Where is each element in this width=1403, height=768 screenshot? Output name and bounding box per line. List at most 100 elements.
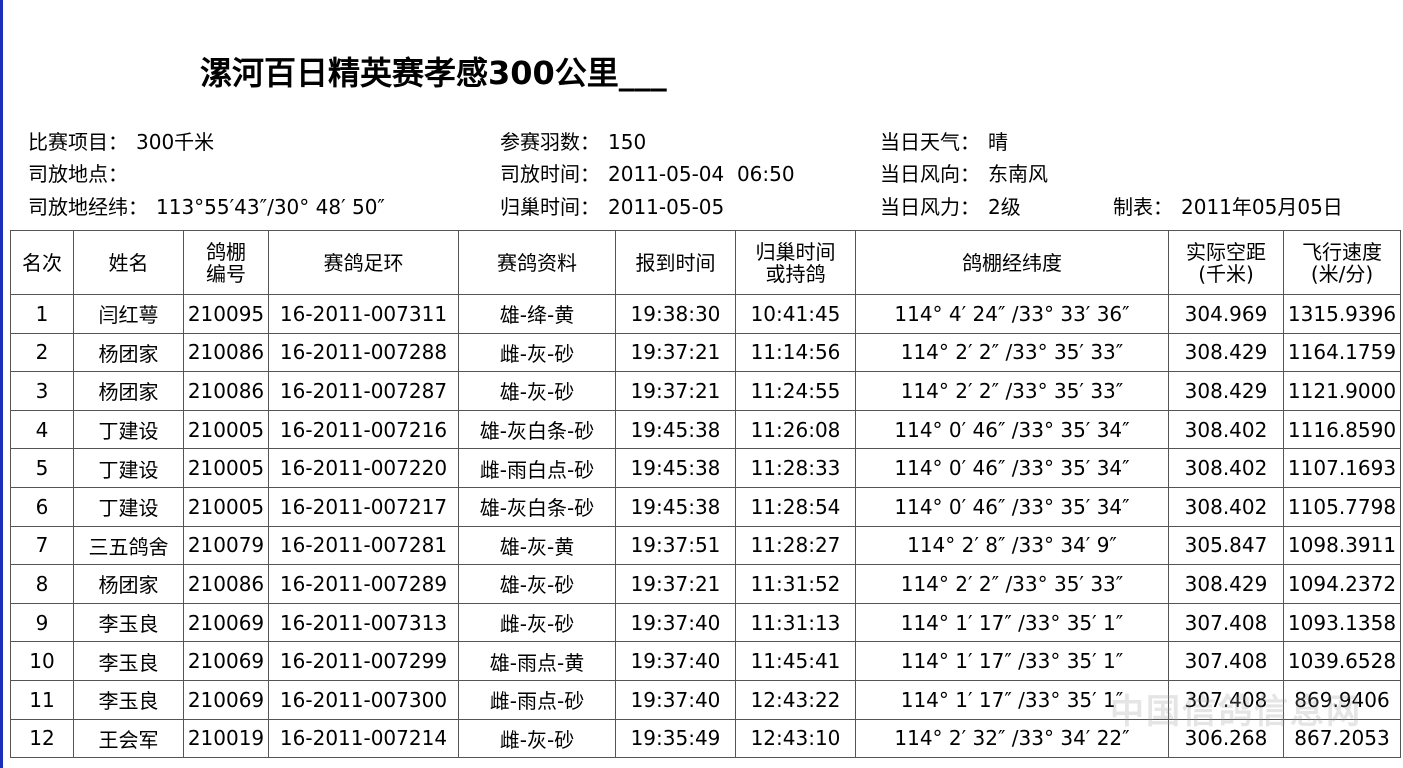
table-row: 4 丁建设 210005 16-2011-007216 雄-灰白条-砂 19:45:38 1…: [10, 409, 1401, 450]
table-cell: 16-2011-007281: [268, 525, 459, 566]
table-cell: 1315.9396: [1283, 294, 1401, 334]
table-row: 10 李玉良 210069 16-2011-007299 雄-雨点-黄 19:37:40 1…: [10, 641, 1401, 681]
info-label: 当日天气：: [880, 130, 980, 154]
info-value: 300千米: [136, 130, 215, 154]
table-cell: 114° 1′ 17″ /33° 35′ 1″: [855, 602, 1169, 643]
table-cell: 114° 2′ 2″ /33° 35′ 33″: [855, 371, 1169, 411]
table-cell: 4: [10, 409, 74, 450]
column-header: 飞行速度 (米/分): [1283, 230, 1401, 295]
table-cell: 210095: [183, 294, 269, 334]
header-line: 飞行速度: [1302, 239, 1382, 264]
table-cell: 210069: [183, 641, 269, 681]
table-cell: 19:37:40: [615, 641, 736, 681]
header-line: 鸽棚经纬度: [962, 250, 1062, 275]
table-row: 8 杨团家 210086 16-2011-007289 雄-灰-砂 19:37:21 11:…: [10, 564, 1401, 604]
table-row: 9 李玉良 210069 16-2011-007313 雌-灰-砂 19:37:40 11:…: [10, 602, 1401, 643]
table-cell: 19:38:30: [615, 294, 736, 334]
table-cell: 114° 4′ 24″ /33° 33′ 36″: [855, 294, 1169, 334]
header-line: 报到时间: [635, 250, 716, 275]
column-header: 姓名: [73, 230, 184, 295]
info-item: 归巢时间： 2011-05-05: [500, 191, 724, 220]
info-item: 参赛羽数： 150: [500, 126, 646, 155]
table-cell: 16-2011-007313: [268, 602, 459, 643]
header-row: 名次 姓名 鸽棚 编号 赛鸽足环 赛鸽资料 报到时间 归巢时间 或持鸽 鸽棚经纬度 实际空距 (千米)…: [10, 230, 1401, 295]
table-cell: 16-2011-007214: [268, 718, 459, 759]
table-cell: 11:28:33: [735, 448, 856, 488]
table-cell: 1107.1693: [1283, 448, 1401, 488]
table-cell: 1098.3911: [1283, 525, 1401, 566]
column-header: 赛鸽资料: [458, 230, 616, 295]
table-cell: 雌-灰-砂: [458, 718, 616, 759]
table-cell: 雄-灰-黄: [458, 525, 616, 566]
header-line: 赛鸽资料: [497, 250, 577, 275]
table-cell: 1093.1358: [1283, 602, 1401, 643]
table-cell: 114° 2′ 32″ /33° 34′ 22″: [855, 718, 1169, 759]
info-item: 司放地经纬： 113°55′43″/30° 48′ 50″: [28, 191, 385, 220]
table-cell: 114° 0′ 46″ /33° 35′ 34″: [855, 486, 1169, 527]
table-cell: 李玉良: [73, 679, 184, 720]
table-cell: 16-2011-007311: [268, 294, 459, 334]
table-cell: 杨团家: [73, 564, 184, 604]
table-cell: 雄-灰-砂: [458, 564, 616, 604]
table-cell: 雄-灰白条-砂: [458, 409, 616, 450]
info-label: 当日风向：: [880, 162, 980, 186]
header-line: 编号: [206, 261, 246, 286]
results-table: 名次 姓名 鸽棚 编号 赛鸽足环 赛鸽资料 报到时间 归巢时间 或持鸽 鸽棚经纬度 实际空距 (千米)…: [10, 230, 1401, 759]
table-cell: 11:31:52: [735, 564, 856, 604]
info-label: 归巢时间：: [500, 195, 600, 219]
header-line: 实际空距: [1186, 239, 1266, 264]
table-cell: 114° 0′ 46″ /33° 35′ 34″: [855, 409, 1169, 450]
column-header: 实际空距 (千米): [1168, 230, 1284, 295]
info-label: 当日风力：: [880, 195, 980, 219]
header-line: (千米): [1198, 261, 1254, 286]
table-cell: 16-2011-007299: [268, 641, 459, 681]
table-cell: 19:37:40: [615, 602, 736, 643]
table-cell: 210086: [183, 332, 269, 373]
table-row: 5 丁建设 210005 16-2011-007220 雌-雨白点-砂 19:45:38 1…: [10, 448, 1401, 488]
header-line: (米/分): [1310, 261, 1374, 286]
header-line: 鸽棚: [206, 239, 246, 264]
info-item: 比赛项目： 300千米: [28, 126, 214, 155]
info-value: 晴: [988, 130, 1008, 154]
table-cell: 7: [10, 525, 74, 566]
table-cell: 丁建设: [73, 409, 184, 450]
table-cell: 210086: [183, 564, 269, 604]
header-line: 名次: [22, 250, 62, 275]
table-cell: 19:37:51: [615, 525, 736, 566]
table-cell: 307.408: [1168, 679, 1284, 720]
header-line: 或持鸽: [765, 261, 826, 286]
info-value: 113°55′43″/30° 48′ 50″: [156, 195, 385, 219]
table-cell: 308.429: [1168, 371, 1284, 411]
table-cell: 雄-绛-黄: [458, 294, 616, 334]
table-cell: 雌-雨点-砂: [458, 679, 616, 720]
table-cell: 11:45:41: [735, 641, 856, 681]
table-cell: 114° 1′ 17″ /33° 35′ 1″: [855, 641, 1169, 681]
table-cell: 210086: [183, 371, 269, 411]
window-edge: [0, 0, 3, 768]
table-cell: 114° 2′ 2″ /33° 35′ 33″: [855, 564, 1169, 604]
table-cell: 6: [10, 486, 74, 527]
table-cell: 114° 2′ 8″ /33° 34′ 9″: [855, 525, 1169, 566]
table-cell: 210019: [183, 718, 269, 759]
table-cell: 10: [10, 641, 74, 681]
column-header: 鸽棚经纬度: [855, 230, 1169, 295]
table-cell: 16-2011-007289: [268, 564, 459, 604]
info-label: 司放地经纬：: [28, 195, 148, 219]
table-cell: 9: [10, 602, 74, 643]
table-row: 12 王会军 210019 16-2011-007214 雌-灰-砂 19:35:49 12…: [10, 718, 1401, 759]
info-label: 参赛羽数：: [500, 130, 600, 154]
table-cell: 308.402: [1168, 448, 1284, 488]
table-cell: 308.429: [1168, 332, 1284, 373]
table-cell: 丁建设: [73, 448, 184, 488]
info-label: 制表：: [1113, 195, 1173, 219]
info-item: 司放时间： 2011-05-04 06:50: [500, 158, 795, 187]
title: 漯河百日精英赛孝感300公里___: [200, 54, 667, 92]
header-line: 归巢时间: [755, 239, 836, 264]
table-cell: 16-2011-007300: [268, 679, 459, 720]
table-cell: 307.408: [1168, 602, 1284, 643]
table-cell: 11:28:27: [735, 525, 856, 566]
column-header: 鸽棚 编号: [183, 230, 269, 295]
info-label: 司放地点：: [28, 162, 128, 186]
table-row: 1 闫红萼 210095 16-2011-007311 雄-绛-黄 19:38:30 10:…: [10, 294, 1401, 334]
table-cell: 雌-灰-砂: [458, 602, 616, 643]
